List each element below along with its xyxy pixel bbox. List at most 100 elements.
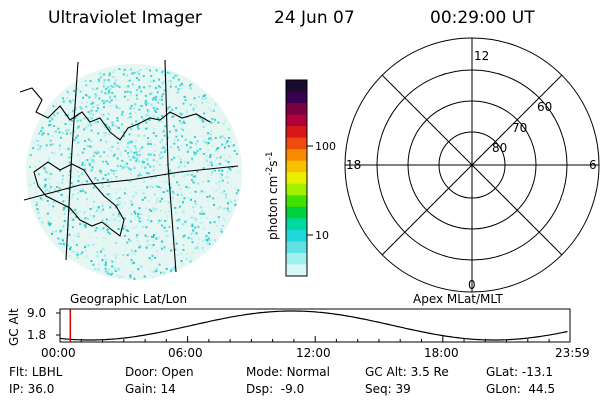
image-pixel <box>120 113 123 116</box>
image-pixel <box>69 153 72 155</box>
image-pixel <box>123 68 126 71</box>
image-pixel <box>186 150 189 153</box>
image-pixel <box>53 125 56 127</box>
image-pixel <box>128 148 131 151</box>
image-pixel <box>49 139 52 142</box>
image-pixel <box>107 112 110 115</box>
image-pixel <box>201 101 204 104</box>
image-pixel <box>66 114 69 117</box>
image-pixel <box>150 259 153 262</box>
image-pixel <box>136 189 139 191</box>
image-pixel <box>52 205 55 208</box>
image-pixel <box>221 169 224 172</box>
image-pixel <box>109 273 112 276</box>
image-pixel <box>89 214 92 217</box>
image-pixel <box>116 117 119 119</box>
image-pixel <box>177 146 179 149</box>
image-pixel <box>155 208 158 211</box>
image-caption: Geographic Lat/Lon <box>70 292 188 306</box>
image-pixel <box>38 132 41 135</box>
image-pixel <box>222 192 225 195</box>
image-pixel <box>106 224 109 227</box>
image-pixel <box>150 178 152 180</box>
image-pixel <box>42 132 45 135</box>
image-pixel <box>171 235 174 238</box>
image-pixel <box>141 146 144 149</box>
image-pixel <box>128 238 130 241</box>
image-pixel <box>165 267 168 270</box>
image-pixel <box>194 247 197 250</box>
image-pixel <box>210 161 213 164</box>
image-pixel <box>135 94 138 97</box>
image-pixel <box>161 156 164 159</box>
image-pixel <box>122 235 125 238</box>
image-pixel <box>36 201 38 204</box>
image-pixel <box>158 78 161 81</box>
image-pixel <box>82 251 85 253</box>
image-pixel <box>207 101 210 104</box>
image-pixel <box>130 252 133 255</box>
image-pixel <box>112 76 115 78</box>
colorbar-band <box>286 114 307 127</box>
image-pixel <box>48 120 51 123</box>
image-pixel <box>178 184 180 186</box>
image-pixel <box>126 241 129 244</box>
image-pixel <box>202 97 205 100</box>
image-pixel <box>173 266 176 269</box>
image-pixel <box>149 184 152 187</box>
image-pixel <box>50 173 53 176</box>
image-pixel <box>38 160 41 163</box>
image-pixel <box>136 125 139 128</box>
image-pixel <box>146 109 149 112</box>
glat-info: GLat: -13.1 <box>486 365 553 379</box>
image-pixel <box>108 101 111 104</box>
image-pixel <box>218 184 221 187</box>
image-pixel <box>182 129 185 131</box>
image-pixel <box>121 275 124 278</box>
image-pixel <box>218 187 221 190</box>
image-pixel <box>59 242 62 245</box>
image-pixel <box>117 165 120 168</box>
image-pixel <box>114 84 117 87</box>
image-pixel <box>204 122 207 125</box>
image-pixel <box>222 190 225 193</box>
image-pixel <box>201 212 204 215</box>
image-pixel <box>191 256 194 259</box>
image-pixel <box>194 175 197 178</box>
image-pixel <box>151 254 154 257</box>
timeline-x-ticks <box>59 336 571 342</box>
image-pixel <box>167 234 170 237</box>
image-pixel <box>131 203 134 206</box>
image-pixel <box>63 220 66 222</box>
mlt-label-18: 18 <box>346 158 361 172</box>
image-pixel <box>189 255 191 258</box>
image-pixel <box>150 103 153 106</box>
image-pixel <box>80 253 83 256</box>
image-pixel <box>87 111 90 113</box>
image-pixel <box>104 126 107 129</box>
colorbar-band <box>286 206 307 219</box>
image-pixel <box>77 192 80 195</box>
image-pixel <box>104 92 107 95</box>
image-pixel <box>72 250 75 253</box>
image-pixel <box>126 162 128 165</box>
image-pixel <box>150 209 153 212</box>
image-pixel <box>66 90 69 93</box>
image-pixel <box>121 202 124 205</box>
image-pixel <box>97 78 100 81</box>
image-pixel <box>65 132 68 135</box>
image-pixel <box>118 85 121 88</box>
image-pixel <box>171 196 174 199</box>
image-pixel <box>116 142 119 145</box>
image-pixel <box>49 216 52 219</box>
image-pixel <box>117 267 120 270</box>
image-pixel <box>91 161 94 164</box>
image-pixel <box>113 267 116 270</box>
image-pixel <box>162 93 165 96</box>
image-pixel <box>169 186 172 189</box>
image-pixel <box>102 102 105 105</box>
image-pixel <box>193 151 196 154</box>
image-pixel <box>197 182 200 185</box>
image-pixel <box>62 208 65 211</box>
image-pixel <box>187 186 190 189</box>
